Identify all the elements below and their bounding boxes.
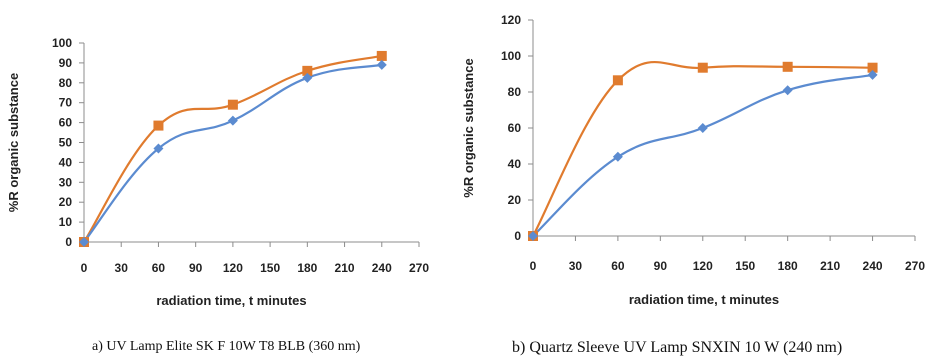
x-tick-label: 150: [735, 259, 755, 273]
x-tick-label: 60: [152, 261, 166, 275]
series-1-point: [302, 72, 313, 83]
x-tick-label: 180: [297, 261, 317, 275]
series-1-line: [532, 73, 873, 237]
y-tick-label: 80: [508, 85, 522, 99]
y-tick-label: 60: [59, 116, 73, 130]
x-tick-label: 60: [611, 259, 625, 273]
y-tick-label: 60: [508, 121, 522, 135]
y-tick-label: 100: [501, 49, 521, 63]
figure-caption: b) Quartz Sleeve UV Lamp SNXIN 10 W (240…: [512, 339, 842, 356]
series-2-point: [227, 99, 238, 110]
y-axis-title: %R organic substance: [6, 73, 21, 212]
series-1-point: [376, 59, 387, 70]
x-tick-label: 90: [189, 261, 203, 275]
x-tick-label: 30: [569, 259, 583, 273]
x-tick-label: 270: [905, 259, 925, 273]
chart-a: 0 10 20 30 40 50 60 70 80 90 100 0 30 60 90 120 150 180 21…: [6, 36, 429, 354]
x-tick-label: 150: [260, 261, 280, 275]
y-axis-title: %R organic substance: [461, 58, 476, 197]
series-2-point: [302, 65, 313, 76]
y-tick-label: 100: [52, 36, 72, 50]
x-tick-label: 0: [530, 259, 537, 273]
series-2-point: [782, 61, 793, 72]
y-tick-label: 50: [59, 136, 73, 150]
series-2-point: [376, 50, 387, 61]
series-1-point: [697, 123, 708, 133]
x-tick-label: 180: [778, 259, 798, 273]
y-tick-label: 0: [514, 229, 521, 243]
x-tick-label: 210: [820, 259, 840, 273]
series-1-point: [153, 143, 164, 154]
x-tick-label: 270: [409, 261, 429, 275]
series-1-line: [83, 63, 382, 243]
series-1-point: [782, 85, 793, 96]
y-tick-label: 40: [508, 157, 522, 171]
x-axis-title: radiation time, t minutes: [156, 293, 306, 308]
series-1-point: [79, 237, 89, 247]
series-1-point: [612, 151, 623, 162]
y-tick-label: 120: [501, 13, 521, 27]
x-tick-label: 0: [81, 261, 88, 275]
series-2-point: [697, 62, 708, 73]
series-1-point: [528, 231, 538, 241]
x-tick-label: 240: [863, 259, 883, 273]
y-tick-label: 90: [59, 56, 73, 70]
y-tick-label: 0: [65, 235, 72, 249]
series-2-line: [532, 61, 873, 237]
series-1-point: [867, 69, 878, 80]
y-tick-label: 70: [59, 96, 73, 110]
x-tick-label: 30: [115, 261, 129, 275]
x-tick-label: 90: [654, 259, 668, 273]
series-2-line: [83, 54, 382, 243]
y-tick-label: 30: [59, 175, 73, 189]
chart-b: 0 20 40 60 80 100 120 0 30 60 90 120 150 180 210 240 270…: [461, 13, 925, 356]
x-tick-label: 240: [372, 261, 392, 275]
y-tick-label: 10: [59, 215, 73, 229]
series-2-point: [867, 62, 878, 73]
x-axis-title: radiation time, t minutes: [629, 292, 779, 307]
y-tick-label: 80: [59, 76, 73, 90]
y-tick-label: 20: [59, 195, 73, 209]
y-tick-label: 20: [508, 193, 522, 207]
series-2-point: [612, 75, 623, 86]
x-tick-label: 210: [335, 261, 355, 275]
x-tick-label: 120: [223, 261, 243, 275]
y-tick-label: 40: [59, 155, 73, 169]
series-1-point: [227, 115, 238, 126]
figure-caption: a) UV Lamp Elite SK F 10W T8 BLB (360 nm…: [92, 339, 361, 354]
series-2-point: [153, 120, 164, 131]
x-tick-label: 120: [693, 259, 713, 273]
